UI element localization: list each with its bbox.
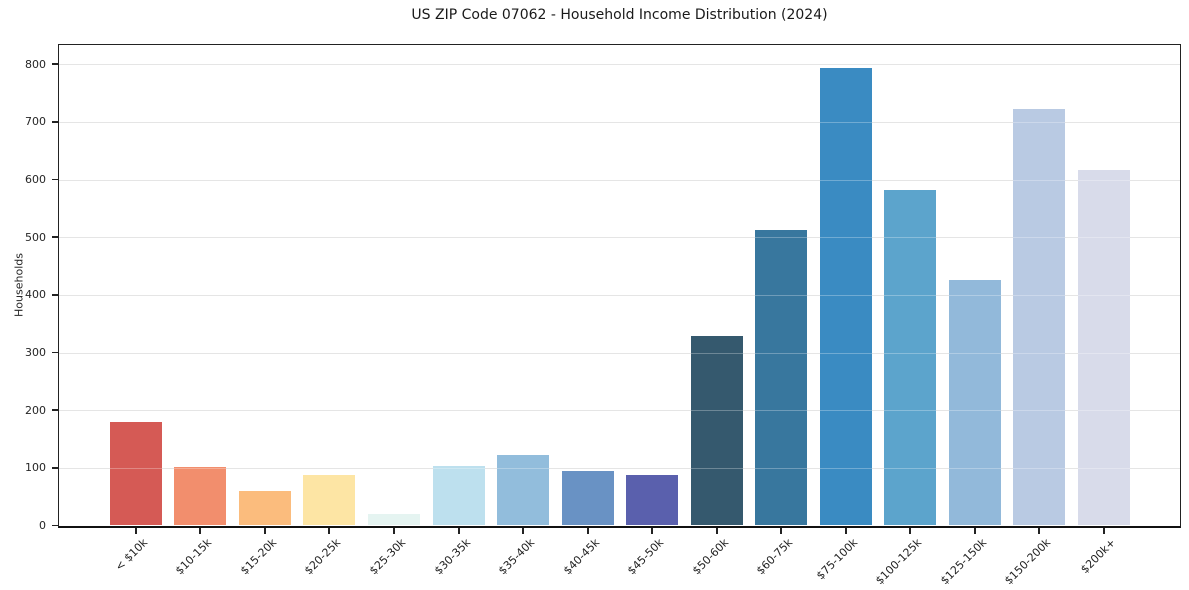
gridline-overlay-600: [59, 179, 1180, 181]
bar-$30-35k: [432, 465, 485, 526]
x-tick-14: [1038, 528, 1041, 534]
gridline-overlay-500: [59, 237, 1180, 239]
x-tick-1: [199, 528, 202, 534]
gridline-300: [59, 352, 1180, 354]
x-tick-2: [263, 528, 266, 534]
x-tick-5: [457, 528, 460, 534]
bar-$60-75k: [755, 230, 808, 526]
x-tick-8: [651, 528, 654, 534]
bar-$40-45k: [561, 471, 614, 526]
gridline-600: [59, 179, 1180, 181]
gridline-overlay-200: [59, 410, 1180, 412]
y-tick-600: [52, 178, 59, 181]
x-tick-12: [909, 528, 912, 534]
x-tick-10: [780, 528, 783, 534]
bar-$200k+: [1077, 170, 1130, 526]
x-tick-9: [715, 528, 718, 534]
plot-area: [58, 44, 1181, 528]
y-tick-700: [52, 121, 59, 123]
y-tick-0: [52, 524, 59, 527]
bar-$15-20k: [238, 490, 291, 526]
y-tick-400: [52, 294, 59, 296]
gridline-overlay-400: [59, 294, 1180, 296]
bar-$75-100k: [819, 67, 872, 526]
y-tick-label: 400: [25, 288, 46, 302]
bar-$50-60k: [690, 336, 743, 526]
gridline-overlay-300: [59, 352, 1180, 354]
y-tick-100: [52, 467, 59, 469]
x-tick-3: [328, 528, 331, 534]
x-tick-4: [392, 528, 395, 534]
bar-$45-50k: [626, 474, 679, 526]
bar-$25-30k: [367, 513, 420, 526]
bar-< $10k: [109, 422, 162, 526]
x-tick-13: [973, 528, 976, 534]
bar-$100-125k: [884, 190, 937, 526]
y-tick-label: 600: [25, 173, 46, 187]
gridline-overlay-800: [59, 64, 1180, 66]
y-tick-label: 800: [25, 57, 46, 71]
x-tick-label: < $10k: [112, 536, 151, 574]
x-tick-0: [134, 528, 137, 534]
y-tick-label: 300: [25, 346, 46, 360]
y-tick-300: [52, 351, 59, 354]
gridline-400: [59, 294, 1180, 296]
y-tick-label: 700: [25, 115, 46, 129]
y-tick-label: 200: [25, 403, 46, 417]
y-tick-label: 0: [39, 519, 46, 532]
y-tick-500: [52, 236, 59, 238]
y-tick-label: 100: [25, 461, 46, 475]
y-tick-label: 500: [25, 230, 46, 244]
y-tick-200: [52, 409, 59, 411]
gridline-500: [59, 237, 1180, 239]
gridline-100: [59, 467, 1180, 469]
bar-$35-40k: [497, 455, 550, 526]
gridline-800: [59, 64, 1180, 66]
gridline-200: [59, 410, 1180, 412]
bar-$125-150k: [948, 280, 1001, 526]
chart-title: US ZIP Code 07062 - Household Income Dis…: [411, 7, 828, 23]
gridline-700: [59, 121, 1180, 123]
bar-$150-200k: [1013, 108, 1066, 526]
x-tick-7: [586, 528, 589, 534]
y-axis-label: Households: [12, 253, 26, 317]
y-tick-800: [52, 63, 59, 65]
x-tick-6: [522, 528, 525, 534]
x-tick-11: [844, 528, 847, 534]
x-tick-15: [1102, 528, 1105, 534]
bar-$10-15k: [174, 467, 227, 526]
gridline-overlay-700: [59, 121, 1180, 123]
gridline-overlay-100: [59, 467, 1180, 469]
bar-$20-25k: [303, 474, 356, 526]
